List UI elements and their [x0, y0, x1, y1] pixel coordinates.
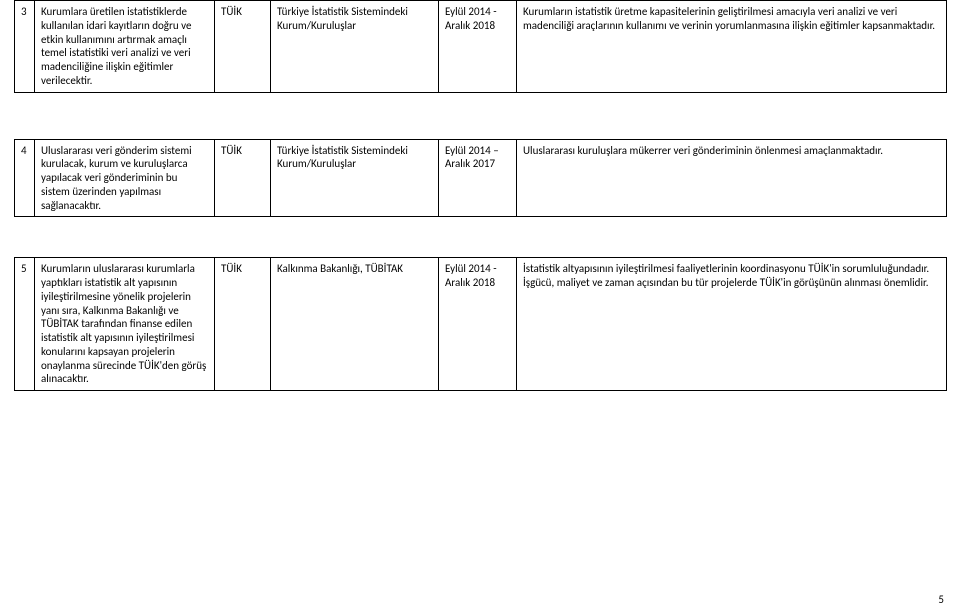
table-row: 3 Kurumlara üretilen istatistiklerde kul…	[15, 1, 947, 93]
cell-scope: Kalkınma Bakanlığı, TÜBİTAK	[271, 258, 439, 391]
cell-index: 3	[15, 1, 35, 93]
cell-scope: Türkiye İstatistik Sistemindeki Kurum/Ku…	[271, 1, 439, 93]
cell-desc: Kurumlara üretilen istatistiklerde kulla…	[35, 1, 215, 93]
cell-note: Uluslararası kuruluşlara mükerrer veri g…	[517, 139, 947, 217]
cell-desc: Uluslararası veri gönderim sistemi kurul…	[35, 139, 215, 217]
page-number: 5	[938, 593, 944, 606]
table-row: 5 Kurumların uluslararası kurumlarla yap…	[15, 258, 947, 391]
cell-index: 4	[15, 139, 35, 217]
cell-date: Eylül 2014 - Aralık 2018	[439, 258, 517, 391]
cell-index: 5	[15, 258, 35, 391]
table-row: 4 Uluslararası veri gönderim sistemi kur…	[15, 139, 947, 217]
cell-date: Eylül 2014 - Aralık 2018	[439, 1, 517, 93]
cell-date: Eylül 2014 – Aralık 2017	[439, 139, 517, 217]
cell-org: TÜİK	[215, 258, 271, 391]
cell-note: Kurumların istatistik üretme kapasiteler…	[517, 1, 947, 93]
cell-scope: Türkiye İstatistik Sistemindeki Kurum/Ku…	[271, 139, 439, 217]
data-table: 3 Kurumlara üretilen istatistiklerde kul…	[14, 0, 947, 391]
cell-org: TÜİK	[215, 139, 271, 217]
spacer-row	[15, 92, 947, 139]
spacer-row	[15, 217, 947, 258]
cell-desc: Kurumların uluslararası kurumlarla yaptı…	[35, 258, 215, 391]
cell-org: TÜİK	[215, 1, 271, 93]
cell-note: İstatistik altyapısının iyileştirilmesi …	[517, 258, 947, 391]
